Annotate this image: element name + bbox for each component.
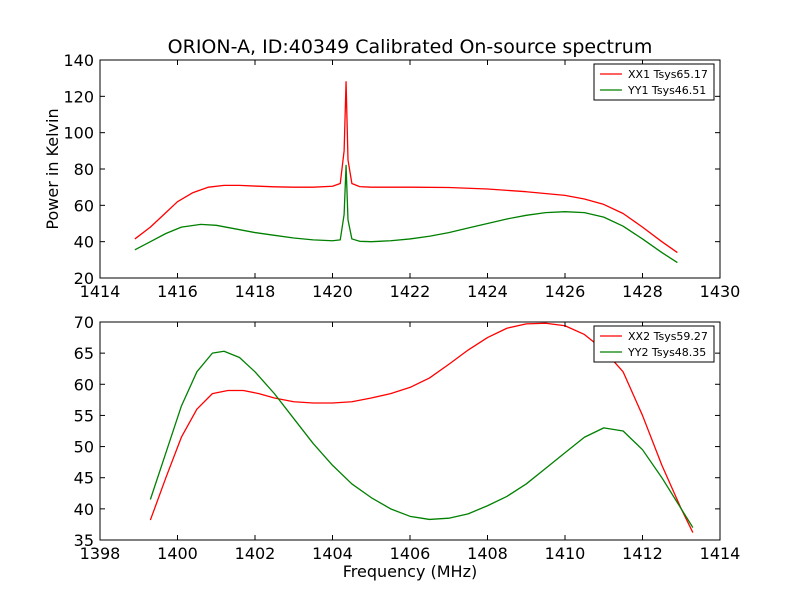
y-tick-label: 80 xyxy=(74,160,94,179)
x-tick-label: 1416 xyxy=(157,282,198,301)
y-tick-label: 45 xyxy=(74,469,94,488)
x-tick-label: 1402 xyxy=(235,544,276,563)
legend: XX2 Tsys59.27 YY2 Tsys48.35 xyxy=(593,325,715,363)
x-tick-label: 1426 xyxy=(545,282,586,301)
x-tick-label: 1404 xyxy=(312,544,353,563)
legend-entry: YY1 Tsys46.51 xyxy=(627,84,706,97)
x-tick-label: 1412 xyxy=(622,544,663,563)
x-tick-label: 1414 xyxy=(80,282,121,301)
legend-box xyxy=(593,325,715,363)
y-tick-label: 60 xyxy=(74,196,94,215)
legend-entry: XX2 Tsys59.27 xyxy=(628,330,708,343)
x-tick-label: 1424 xyxy=(467,282,508,301)
legend: XX1 Tsys65.17 YY1 Tsys46.51 xyxy=(593,63,715,101)
x-tick-label: 1410 xyxy=(545,544,586,563)
x-tick-label: 1430 xyxy=(700,282,741,301)
x-tick-label: 1408 xyxy=(467,544,508,563)
x-tick-label: 1418 xyxy=(235,282,276,301)
y-axis-label: Power in Kelvin xyxy=(43,108,62,229)
y-tick-label: 55 xyxy=(74,406,94,425)
series-line-2 xyxy=(134,164,678,264)
y-tick-label: 100 xyxy=(63,124,94,143)
y-tick-label: 60 xyxy=(74,375,94,394)
x-tick-label: 1406 xyxy=(390,544,431,563)
y-tick-label: 65 xyxy=(74,344,94,363)
y-tick-label: 70 xyxy=(74,313,94,332)
panel-2: 1398 1400 1402 1404 1406 1408 1410 1412 1414 35 40… xyxy=(74,313,741,563)
series-line-2 xyxy=(149,350,694,528)
legend-entry: XX1 Tsys65.17 xyxy=(628,68,708,81)
y-tick-label: 40 xyxy=(74,233,94,252)
panel-1: 1414 1416 1418 1420 1422 1424 1426 1428 1430 20 40… xyxy=(43,51,740,301)
x-tick-label: 1400 xyxy=(157,544,198,563)
legend-box xyxy=(593,63,715,101)
y-tick-label: 20 xyxy=(74,269,94,288)
chart-title: ORION-A, ID:40349 Calibrated On-source s… xyxy=(168,36,653,58)
legend-entry: YY2 Tsys48.35 xyxy=(627,346,706,359)
y-tick-label: 35 xyxy=(74,531,94,550)
y-tick-label: 120 xyxy=(63,87,94,106)
y-tick-label: 40 xyxy=(74,500,94,519)
x-tick-label: 1422 xyxy=(390,282,431,301)
y-tick-label: 140 xyxy=(63,51,94,70)
x-tick-label: 1398 xyxy=(80,544,121,563)
x-axis-label-bottom: Frequency (MHz) xyxy=(343,562,477,581)
x-tick-label: 1428 xyxy=(622,282,663,301)
x-tick-label: 1414 xyxy=(700,544,741,563)
y-tick-label: 50 xyxy=(74,438,94,457)
panels: 1414 1416 1418 1420 1422 1424 1426 1428 1430 20 40… xyxy=(43,51,740,563)
series-line-1 xyxy=(134,81,678,254)
x-tick-label: 1420 xyxy=(312,282,353,301)
